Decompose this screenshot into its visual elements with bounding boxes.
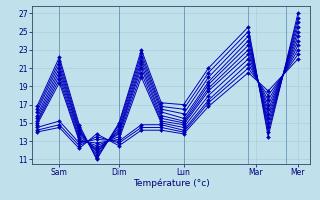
X-axis label: Température (°c): Température (°c): [133, 179, 210, 188]
